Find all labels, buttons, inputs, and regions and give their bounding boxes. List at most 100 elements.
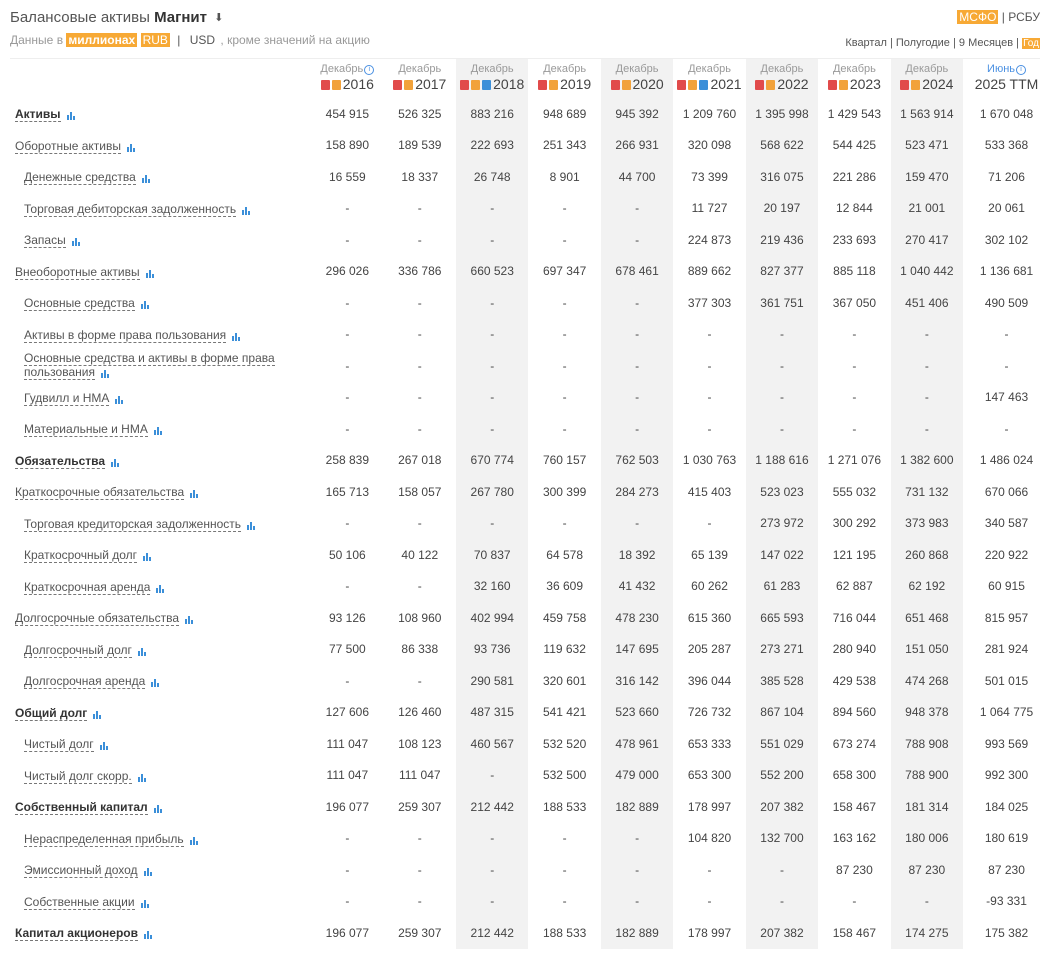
row-label-link[interactable]: Оборотные активы bbox=[15, 138, 121, 154]
standard-rsbu[interactable]: РСБУ bbox=[1008, 10, 1040, 24]
row-label-link[interactable]: Собственный капитал bbox=[15, 800, 148, 816]
presentation-icon[interactable] bbox=[911, 80, 921, 90]
row-label-link[interactable]: Общий долг bbox=[15, 705, 88, 721]
value-cell: - bbox=[562, 862, 567, 877]
value-cell: 44 700 bbox=[600, 161, 674, 193]
row-label-link[interactable]: Внеоборотные активы bbox=[15, 264, 140, 280]
row-label-link[interactable]: Торговая дебиторская задолженность bbox=[24, 201, 237, 217]
row-label-link[interactable]: Чистый долг скорр. bbox=[24, 768, 132, 784]
unit-toggle-millions[interactable]: миллионах bbox=[66, 33, 138, 47]
bar-chart-icon[interactable] bbox=[151, 673, 161, 688]
pdf-report-icon[interactable] bbox=[677, 80, 687, 90]
bar-chart-icon[interactable] bbox=[111, 453, 121, 467]
value-cell: 180 006 bbox=[890, 822, 964, 854]
bar-chart-icon[interactable] bbox=[153, 799, 164, 814]
info-icon[interactable]: i bbox=[364, 65, 375, 75]
year-column-header: Декабрь 2019 bbox=[528, 58, 600, 98]
row-label-link[interactable]: Гудвилл и НМА bbox=[24, 390, 110, 406]
presentation-icon[interactable] bbox=[766, 80, 776, 90]
row-label-link[interactable]: Краткосрочный долг bbox=[24, 548, 138, 564]
value-cell: 147 695 bbox=[600, 633, 674, 665]
bar-chart-icon[interactable] bbox=[247, 516, 257, 530]
row-label-link[interactable]: Запасы bbox=[24, 233, 66, 249]
row-label-link[interactable]: Основные средства и активы в форме права… bbox=[24, 351, 275, 381]
bar-chart-icon[interactable] bbox=[242, 201, 252, 215]
bar-chart-icon[interactable] bbox=[66, 106, 77, 121]
value-cell: - bbox=[562, 232, 567, 247]
pdf-report-icon[interactable] bbox=[538, 80, 548, 90]
presentation-icon[interactable] bbox=[331, 80, 341, 90]
row-label-link[interactable]: Торговая кредиторская задолженность bbox=[24, 516, 242, 532]
row-label-link[interactable]: Капитал акционеров bbox=[15, 926, 138, 942]
period-year[interactable]: Год bbox=[1022, 38, 1040, 49]
bar-chart-icon[interactable] bbox=[189, 831, 200, 845]
download-icon[interactable]: ⬇ bbox=[214, 12, 224, 24]
value-cell: 182 889 bbox=[600, 791, 674, 823]
bar-chart-icon[interactable] bbox=[137, 642, 148, 656]
bar-chart-icon[interactable] bbox=[115, 390, 125, 404]
bar-chart-icon[interactable] bbox=[185, 610, 195, 625]
bar-chart-icon[interactable] bbox=[141, 169, 152, 184]
row-label-link[interactable]: Нераспределенная прибыль bbox=[24, 831, 184, 847]
row-label-link[interactable]: Основные средства bbox=[24, 296, 135, 312]
pdf-report-icon[interactable] bbox=[460, 80, 470, 90]
bar-chart-icon[interactable] bbox=[100, 365, 111, 379]
bar-chart-icon[interactable] bbox=[71, 232, 82, 247]
value-cell: 188 533 bbox=[542, 799, 587, 814]
row-label-link[interactable]: Обязательства bbox=[15, 453, 106, 469]
presentation-icon[interactable] bbox=[404, 80, 414, 90]
row-label-link[interactable]: Краткосрочные обязательства bbox=[15, 485, 185, 501]
row-label-link[interactable]: Активы в форме права пользования bbox=[24, 327, 227, 343]
pdf-report-icon[interactable] bbox=[755, 80, 765, 90]
bar-chart-icon[interactable] bbox=[126, 138, 137, 152]
period-half-year[interactable]: Полугодие bbox=[895, 37, 950, 49]
row-label-cell: Торговая дебиторская задолженность bbox=[10, 193, 311, 225]
period-nine-months[interactable]: 9 Месяцев bbox=[958, 37, 1014, 49]
presentation-icon[interactable] bbox=[621, 80, 631, 90]
bar-chart-icon[interactable] bbox=[232, 327, 242, 341]
pdf-report-icon[interactable] bbox=[393, 80, 403, 90]
pdf-report-icon[interactable] bbox=[610, 80, 620, 90]
bar-chart-icon[interactable] bbox=[140, 894, 151, 908]
bar-chart-icon[interactable] bbox=[145, 264, 156, 278]
bar-chart-icon[interactable] bbox=[140, 295, 151, 310]
bar-chart-icon[interactable] bbox=[137, 768, 148, 782]
row-label-link[interactable]: Активы bbox=[15, 107, 61, 123]
row-label-cell: Чистый долг bbox=[10, 728, 311, 760]
spreadsheet-icon[interactable] bbox=[699, 80, 709, 90]
period-quarter[interactable]: Квартал bbox=[845, 37, 887, 49]
currency-usd-toggle[interactable]: USD bbox=[189, 33, 216, 47]
info-icon[interactable]: i bbox=[1016, 65, 1027, 75]
bar-chart-icon[interactable] bbox=[143, 862, 154, 877]
bar-chart-icon[interactable] bbox=[153, 421, 164, 436]
spreadsheet-icon[interactable] bbox=[482, 80, 492, 90]
year-line: 2023 bbox=[818, 75, 890, 93]
pdf-report-icon[interactable] bbox=[827, 80, 837, 90]
pdf-report-icon[interactable] bbox=[320, 80, 330, 90]
row-label-link[interactable]: Долгосрочные обязательства bbox=[15, 611, 180, 627]
row-label-link[interactable]: Долгосрочная аренда bbox=[24, 674, 146, 690]
standard-msfo[interactable]: МСФО bbox=[957, 10, 999, 24]
presentation-icon[interactable] bbox=[688, 80, 698, 90]
bar-chart-icon[interactable] bbox=[156, 579, 166, 593]
value-cell: 670 774 bbox=[456, 444, 529, 476]
row-label-link[interactable]: Краткосрочная аренда bbox=[24, 579, 151, 595]
row-label-link[interactable]: Долгосрочный долг bbox=[24, 642, 132, 658]
row-label-link[interactable]: Материальные и НМА bbox=[24, 422, 148, 438]
pdf-report-icon[interactable] bbox=[900, 80, 910, 90]
value-cell: 415 403 bbox=[687, 484, 732, 499]
row-label-link[interactable]: Денежные средства bbox=[24, 170, 136, 186]
row-label-link[interactable]: Собственные акции bbox=[24, 894, 135, 910]
bar-chart-icon[interactable] bbox=[190, 484, 200, 499]
bar-chart-icon[interactable] bbox=[93, 705, 103, 719]
currency-rub-toggle[interactable]: RUB bbox=[140, 33, 170, 47]
presentation-icon[interactable] bbox=[471, 80, 481, 90]
presentation-icon[interactable] bbox=[549, 80, 559, 90]
bar-chart-icon[interactable] bbox=[144, 925, 154, 940]
bar-chart-icon[interactable] bbox=[99, 736, 110, 751]
row-label-link[interactable]: Чистый долг bbox=[24, 737, 94, 753]
year-label: 2019 bbox=[560, 76, 592, 92]
presentation-icon[interactable] bbox=[838, 80, 848, 90]
bar-chart-icon[interactable] bbox=[143, 547, 153, 562]
row-label-link[interactable]: Эмиссионный доход bbox=[24, 863, 138, 879]
